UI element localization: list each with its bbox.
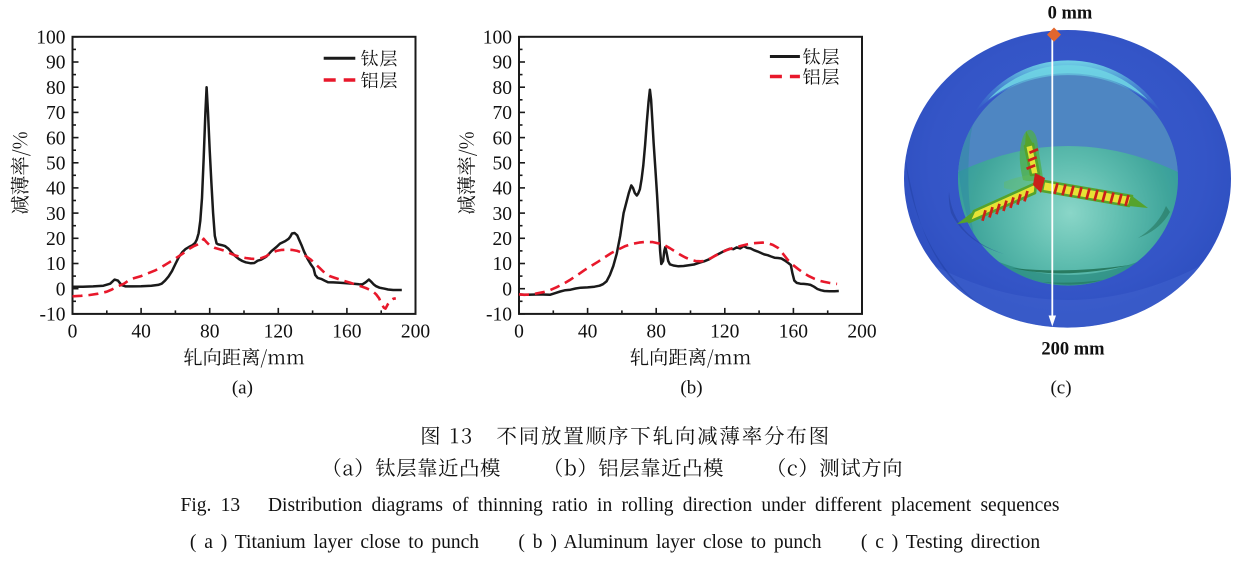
svg-text:100: 100 [483, 28, 512, 49]
svg-text:60: 60 [493, 128, 513, 149]
svg-text:90: 90 [46, 53, 66, 74]
svg-text:(c): (c) [1050, 378, 1071, 399]
svg-text:40: 40 [493, 179, 513, 200]
svg-text:30: 30 [46, 204, 66, 225]
svg-text:80: 80 [200, 322, 220, 343]
svg-text:20: 20 [46, 229, 66, 250]
svg-text:20: 20 [493, 229, 513, 250]
svg-text:160: 160 [332, 322, 361, 343]
svg-text:Fig. 13 Distribution diagram: Fig. 13 Distribution diagrams of thinnin… [180, 495, 1059, 516]
svg-text:40: 40 [131, 322, 151, 343]
svg-text:90: 90 [493, 53, 513, 74]
svg-text:40: 40 [578, 322, 598, 343]
svg-text:120: 120 [710, 322, 739, 343]
svg-text:80: 80 [646, 322, 666, 343]
svg-text:10: 10 [46, 254, 66, 275]
svg-text:80: 80 [493, 78, 513, 99]
svg-text:( a ) Titanium layer close to: ( a ) Titanium layer close to punch ( b … [190, 532, 1040, 553]
svg-text:0: 0 [68, 322, 78, 343]
svg-text:(a): (a) [232, 378, 253, 399]
svg-text:120: 120 [264, 322, 293, 343]
svg-text:(b): (b) [680, 378, 702, 399]
svg-text:80: 80 [46, 78, 66, 99]
svg-text:160: 160 [779, 322, 808, 343]
svg-text:70: 70 [46, 103, 66, 124]
svg-text:30: 30 [493, 204, 513, 225]
svg-text:100: 100 [36, 28, 65, 49]
svg-text:0 mm: 0 mm [1048, 4, 1093, 24]
svg-text:0: 0 [56, 279, 66, 300]
svg-text:-10: -10 [486, 305, 512, 326]
svg-text:200: 200 [401, 322, 430, 343]
svg-text:0: 0 [502, 279, 512, 300]
svg-text:200: 200 [847, 322, 876, 343]
svg-text:40: 40 [46, 179, 66, 200]
svg-text:50: 50 [46, 154, 66, 175]
svg-text:70: 70 [493, 103, 513, 124]
svg-text:60: 60 [46, 128, 66, 149]
svg-text:-10: -10 [40, 305, 66, 326]
svg-text:200 mm: 200 mm [1041, 340, 1105, 360]
svg-text:10: 10 [493, 254, 513, 275]
svg-text:0: 0 [514, 322, 524, 343]
svg-text:50: 50 [493, 154, 513, 175]
